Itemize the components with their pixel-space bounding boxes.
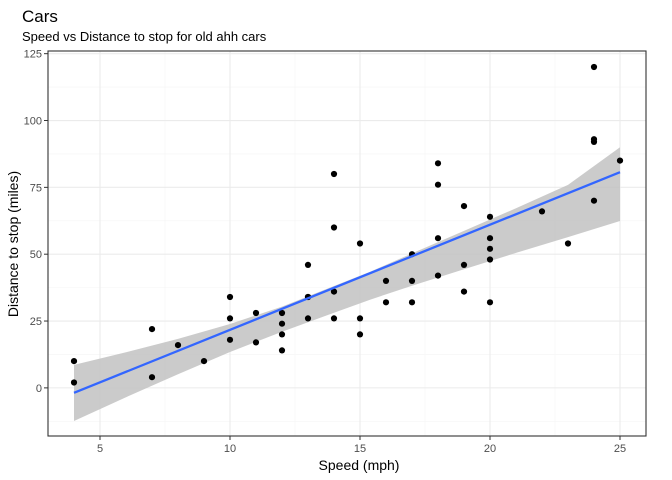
- confidence-band: [74, 147, 620, 422]
- y-tick-label: 25: [30, 316, 42, 328]
- data-point: [486, 235, 494, 242]
- y-tick-label: 100: [24, 116, 42, 128]
- data-point: [356, 240, 364, 247]
- data-point: [408, 299, 416, 306]
- data-point: [356, 315, 364, 322]
- y-tick-label: 75: [30, 182, 42, 194]
- data-point: [590, 197, 598, 204]
- data-point: [486, 245, 494, 252]
- x-tick-label: 15: [354, 443, 366, 455]
- data-point: [226, 293, 234, 301]
- data-point: [564, 240, 572, 247]
- data-point: [174, 342, 182, 349]
- data-point: [252, 309, 260, 317]
- data-point: [330, 315, 338, 322]
- data-point: [70, 358, 78, 365]
- data-point: [330, 170, 338, 178]
- chart-subtitle: Speed vs Distance to stop for old ahh ca…: [22, 29, 267, 44]
- y-tick-label: 50: [30, 249, 42, 261]
- x-tick-label: 10: [224, 443, 236, 455]
- data-point: [434, 272, 442, 279]
- data-point: [200, 358, 208, 365]
- y-tick-label: 125: [24, 49, 42, 61]
- data-point: [408, 277, 416, 284]
- y-axis-title: Distance to stop (miles): [5, 171, 21, 317]
- data-point: [486, 256, 494, 263]
- data-point: [382, 277, 390, 284]
- data-point: [148, 374, 156, 381]
- x-tick-label: 5: [97, 443, 103, 455]
- x-tick-label: 25: [614, 443, 626, 455]
- data-point: [434, 235, 442, 242]
- data-points: [70, 63, 624, 386]
- data-point: [460, 203, 468, 210]
- data-point: [356, 331, 364, 338]
- x-tick-label: 20: [484, 443, 496, 455]
- y-tick-label: 0: [36, 383, 42, 395]
- data-point: [278, 320, 286, 327]
- data-point: [434, 160, 442, 167]
- data-point: [304, 315, 312, 322]
- axis-ticks: 5 10 15 20 25 0 25 50 75 100 125: [24, 49, 626, 455]
- panel-frame: [47, 50, 647, 437]
- regression-line: [73, 171, 621, 394]
- data-point: [226, 315, 234, 322]
- data-point: [148, 326, 156, 333]
- data-point: [304, 261, 312, 268]
- data-point: [330, 288, 338, 295]
- x-axis-title: Speed (mph): [319, 457, 400, 473]
- data-point: [278, 331, 286, 338]
- data-point: [70, 379, 78, 386]
- chart-title: Cars: [22, 7, 58, 26]
- data-point: [590, 63, 598, 71]
- data-point: [252, 339, 260, 346]
- data-point: [486, 299, 494, 306]
- data-point: [460, 261, 468, 268]
- data-point: [486, 213, 494, 220]
- data-point: [330, 224, 338, 231]
- data-point: [382, 299, 390, 306]
- data-point: [590, 136, 598, 143]
- data-point: [278, 309, 286, 317]
- data-point: [434, 181, 442, 188]
- data-point: [460, 288, 468, 295]
- fit-line: [73, 171, 621, 394]
- data-point: [278, 347, 286, 354]
- data-point: [226, 336, 234, 343]
- data-point: [538, 208, 546, 215]
- data-point: [616, 157, 624, 164]
- panel-border: [47, 50, 647, 437]
- confidence-band-area: [74, 147, 620, 422]
